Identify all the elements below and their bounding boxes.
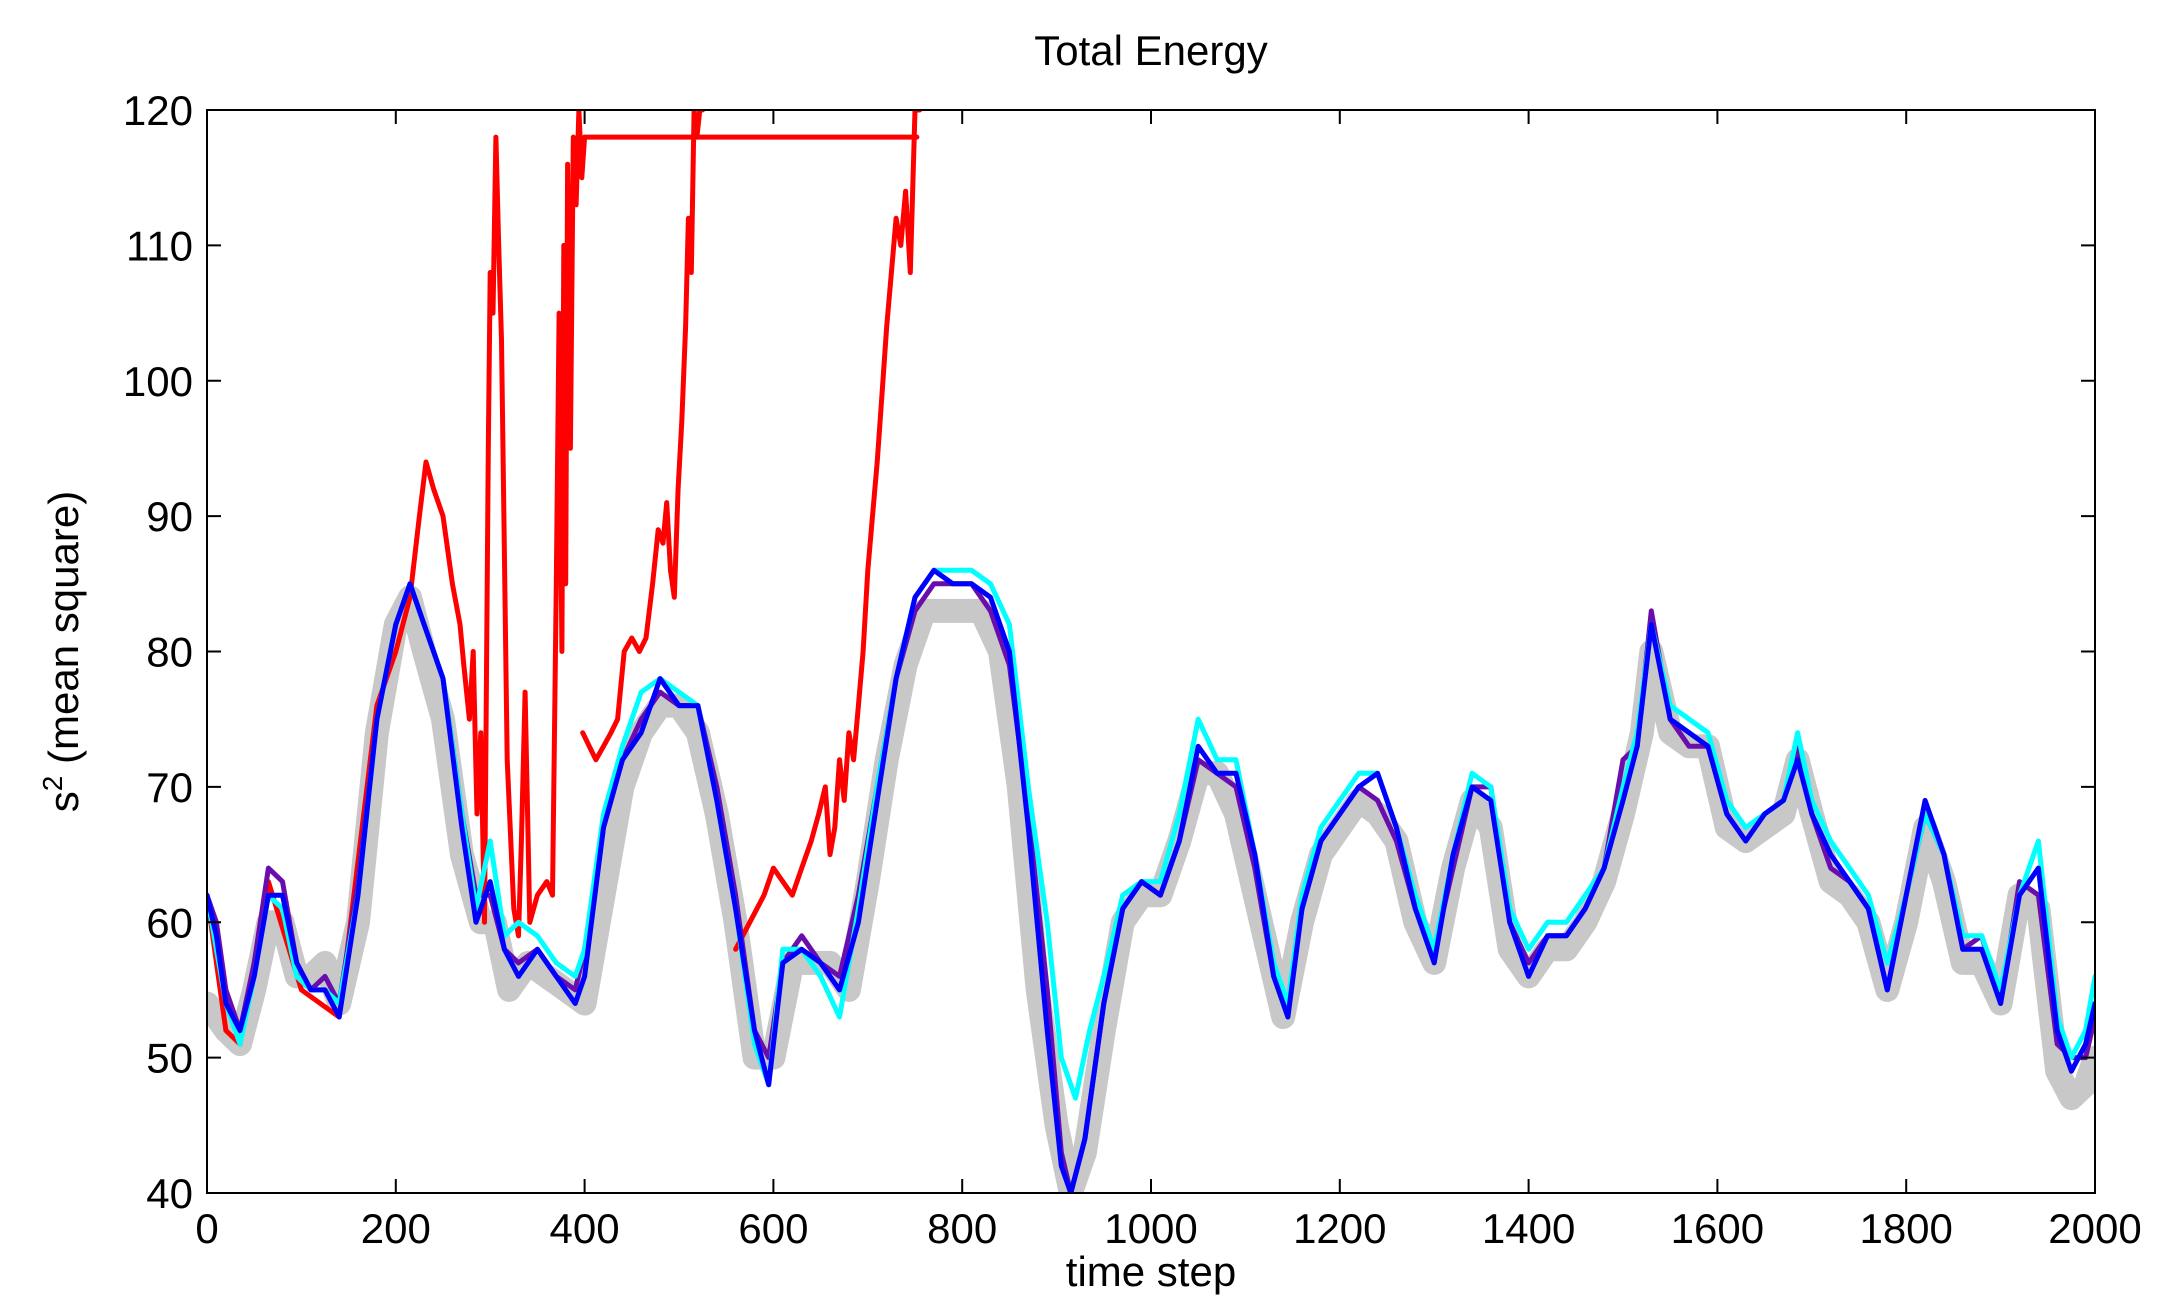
x-tick-label: 400: [550, 1205, 620, 1252]
series-layer: [207, 110, 2095, 1193]
chart-title: Total Energy: [1034, 27, 1267, 74]
series-line-3: [580, 110, 706, 763]
y-tick-label: 100: [123, 358, 193, 405]
x-axis-ticks: 0 200 400 600 800 1000 1200 1400 1600 1800 2000: [195, 110, 2142, 1252]
x-tick-label: 800: [927, 1205, 997, 1252]
y-tick-label: 80: [146, 629, 193, 676]
series-line-4: [733, 110, 923, 952]
x-tick-label: 0: [195, 1205, 218, 1252]
series-line-2: [207, 110, 920, 1047]
x-tick-label: 2000: [2048, 1205, 2141, 1252]
y-axis-label-superscript: 2: [37, 776, 68, 792]
x-tick-label: 600: [738, 1205, 808, 1252]
y-tick-label: 120: [123, 87, 193, 134]
x-axis-label: time step: [1066, 1248, 1236, 1295]
x-tick-label: 1600: [1671, 1205, 1764, 1252]
y-tick-label: 90: [146, 493, 193, 540]
y-tick-label: 70: [146, 764, 193, 811]
series-line-7: [207, 567, 2095, 1193]
y-axis-label-rest: (mean square): [40, 491, 87, 776]
y-axis-label: s2 (mean square): [37, 491, 87, 812]
x-tick-label: 1000: [1104, 1205, 1197, 1252]
x-tick-label: 1200: [1293, 1205, 1386, 1252]
y-tick-label: 60: [146, 899, 193, 946]
y-axis-ticks: 40 50 60 70 80 90 100 110 120: [123, 87, 2095, 1217]
x-tick-label: 1400: [1482, 1205, 1575, 1252]
y-axis-label-base: s: [40, 791, 87, 812]
x-tick-label: 200: [361, 1205, 431, 1252]
y-tick-label: 50: [146, 1035, 193, 1082]
x-tick-label: 1800: [1859, 1205, 1952, 1252]
y-tick-label: 110: [126, 222, 193, 269]
y-tick-label: 40: [146, 1170, 193, 1217]
